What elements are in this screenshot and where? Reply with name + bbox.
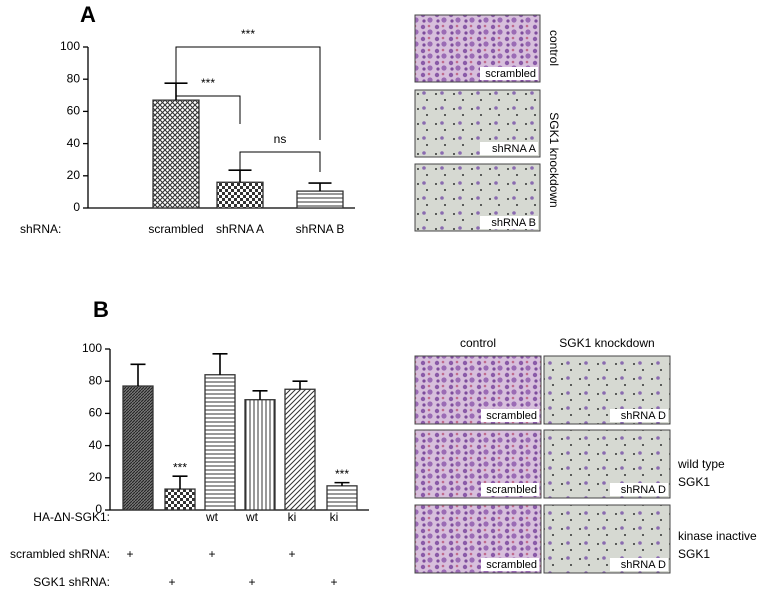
significance-label: *** xyxy=(201,76,215,90)
condition-label: scrambled shRNA: xyxy=(10,547,110,561)
condition-value: ki xyxy=(288,510,297,524)
error-bar xyxy=(252,390,268,400)
significance-label: *** xyxy=(335,467,349,481)
significance-label: *** xyxy=(241,27,255,41)
y-tick-label: 60 xyxy=(89,406,103,420)
panel-letter: B xyxy=(93,297,109,322)
y-tick-label: 60 xyxy=(67,104,81,118)
bar xyxy=(122,385,154,511)
micrograph-label-bg xyxy=(610,409,668,422)
condition-label: SGK1 shRNA: xyxy=(33,575,110,589)
significance-label: *** xyxy=(173,460,187,474)
y-tick-label: 0 xyxy=(95,502,102,516)
micrograph-label-bg xyxy=(610,483,668,496)
side-label: control xyxy=(547,30,561,66)
condition-value: + xyxy=(168,575,175,589)
condition-value: wt xyxy=(205,510,219,524)
side-label: SGK1 xyxy=(678,475,710,489)
bar xyxy=(164,488,196,511)
error-bar xyxy=(292,380,308,390)
micrograph xyxy=(414,429,542,499)
micrograph-label: scrambled xyxy=(485,68,536,80)
y-tick-label: 100 xyxy=(82,341,102,355)
x-tick-label: scrambled xyxy=(148,222,203,236)
micrograph-label: scrambled xyxy=(486,559,537,571)
condition-value: + xyxy=(288,547,295,561)
y-tick-label: 100 xyxy=(60,39,80,53)
micrograph-label: shRNA A xyxy=(492,143,537,155)
bar xyxy=(296,190,344,209)
micrograph-label-bg xyxy=(480,142,538,155)
error-bar xyxy=(130,363,146,387)
bar xyxy=(204,374,236,511)
y-tick-label: 40 xyxy=(67,136,81,150)
micrograph-label: shRNA D xyxy=(621,410,666,422)
y-tick-label: 20 xyxy=(67,168,81,182)
bar xyxy=(284,388,316,511)
condition-value: wt xyxy=(245,510,259,524)
column-header: control xyxy=(460,336,496,350)
bar xyxy=(326,485,358,511)
micrograph-label: shRNA D xyxy=(621,559,666,571)
significance-bracket xyxy=(175,46,321,140)
y-tick-label: 40 xyxy=(89,438,103,452)
condition-value: ki xyxy=(330,510,339,524)
micrograph-label: scrambled xyxy=(486,410,537,422)
x-tick-label: shRNA B xyxy=(296,222,345,236)
error-bar xyxy=(334,481,350,486)
error-bar xyxy=(228,169,252,183)
side-label: wild type xyxy=(677,457,725,471)
micrograph-label: scrambled xyxy=(486,484,537,496)
micrograph-label-bg xyxy=(480,216,538,229)
error-bar xyxy=(172,475,188,490)
micrograph-label-bg xyxy=(481,483,539,496)
y-tick-label: 0 xyxy=(73,200,80,214)
condition-value: + xyxy=(248,575,255,589)
condition-value: + xyxy=(330,575,337,589)
micrograph-label-bg xyxy=(481,558,539,571)
micrograph-label: shRNA D xyxy=(621,484,666,496)
micrograph-label: shRNA B xyxy=(491,217,536,229)
panel-letter: A xyxy=(80,2,96,27)
bar xyxy=(244,399,276,511)
y-tick-label: 80 xyxy=(89,373,103,387)
x-tick-label: shRNA A xyxy=(216,222,264,236)
condition-label: HA-ΔN-SGK1: xyxy=(33,510,110,524)
significance-bracket xyxy=(175,80,241,124)
error-bar xyxy=(308,182,332,192)
micrograph-label-bg xyxy=(481,409,539,422)
micrograph-label-bg xyxy=(610,558,668,571)
side-label: SGK1 knockdown xyxy=(547,112,561,207)
condition-value: + xyxy=(208,547,215,561)
bar xyxy=(216,181,264,209)
side-label: SGK1 xyxy=(678,547,710,561)
bar xyxy=(152,99,200,209)
condition-value: + xyxy=(126,547,133,561)
significance-label: ns xyxy=(274,132,287,146)
significance-bracket xyxy=(239,151,321,172)
y-tick-label: 20 xyxy=(89,470,103,484)
column-header: SGK1 knockdown xyxy=(559,336,654,350)
side-label: kinase inactive xyxy=(678,529,757,543)
y-tick-label: 80 xyxy=(67,71,81,85)
x-axis-label: shRNA: xyxy=(20,222,61,236)
error-bar xyxy=(212,353,228,375)
micrograph-label-bg xyxy=(480,67,538,80)
